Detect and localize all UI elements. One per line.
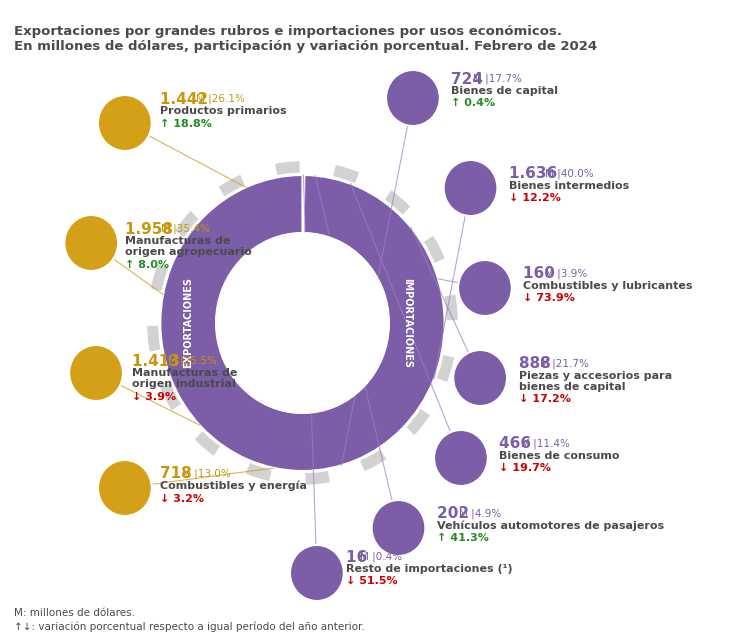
- Wedge shape: [385, 190, 410, 215]
- Wedge shape: [347, 196, 434, 290]
- Text: M |3.9%: M |3.9%: [545, 269, 587, 279]
- Circle shape: [372, 500, 426, 556]
- Wedge shape: [174, 210, 199, 237]
- Text: 888: 888: [518, 356, 556, 372]
- Circle shape: [216, 233, 389, 413]
- Text: ↑ 8.0%: ↑ 8.0%: [125, 260, 169, 270]
- Text: Manufacturas de: Manufacturas de: [131, 368, 237, 378]
- Text: M |21.7%: M |21.7%: [540, 359, 589, 369]
- Wedge shape: [437, 355, 455, 383]
- Text: 202: 202: [437, 507, 474, 521]
- Text: ↓ 17.2%: ↓ 17.2%: [518, 394, 570, 404]
- Text: Exportaciones por grandes rubros e importaciones por usos económicos.: Exportaciones por grandes rubros e impor…: [15, 25, 562, 38]
- Wedge shape: [349, 289, 445, 448]
- Circle shape: [434, 430, 488, 486]
- Text: M |11.4%: M |11.4%: [521, 439, 570, 449]
- Text: M |40.0%: M |40.0%: [545, 168, 593, 179]
- Text: ↓ 12.2%: ↓ 12.2%: [509, 193, 561, 203]
- Text: 1.636: 1.636: [509, 167, 562, 181]
- Wedge shape: [170, 356, 267, 458]
- Wedge shape: [423, 235, 445, 263]
- Text: ↓ 51.5%: ↓ 51.5%: [346, 576, 397, 586]
- Text: EXPORTACIONES: EXPORTACIONES: [183, 278, 193, 368]
- Text: 466: 466: [499, 437, 537, 451]
- Wedge shape: [304, 175, 324, 234]
- Text: Piezas y accesorios para: Piezas y accesorios para: [518, 371, 672, 381]
- Text: Vehículos automotores de pasajeros: Vehículos automotores de pasajeros: [437, 521, 664, 531]
- Wedge shape: [304, 400, 376, 471]
- Circle shape: [64, 215, 118, 271]
- Text: 718: 718: [161, 467, 197, 482]
- Text: ↑ 0.4%: ↑ 0.4%: [451, 98, 496, 108]
- Wedge shape: [274, 161, 300, 176]
- Text: En millones de dólares, participación y variación porcentual. Febrero de 2024: En millones de dólares, participación y …: [15, 40, 598, 53]
- Text: 1.442: 1.442: [161, 91, 214, 107]
- Text: 16: 16: [346, 550, 372, 565]
- Text: 724: 724: [451, 71, 488, 87]
- Text: ↑ 18.8%: ↑ 18.8%: [161, 119, 212, 129]
- Text: Productos primarios: Productos primarios: [161, 106, 287, 116]
- Circle shape: [458, 260, 512, 316]
- Circle shape: [386, 70, 439, 126]
- Text: ↓ 3.2%: ↓ 3.2%: [161, 494, 204, 504]
- Text: Bienes intermedios: Bienes intermedios: [509, 181, 629, 191]
- Text: M |25.5%: M |25.5%: [168, 356, 216, 367]
- Text: M |26.1%: M |26.1%: [196, 94, 245, 104]
- Wedge shape: [318, 177, 372, 244]
- Text: M |17.7%: M |17.7%: [473, 74, 522, 84]
- Text: M |0.4%: M |0.4%: [360, 552, 402, 562]
- Wedge shape: [305, 471, 330, 485]
- Wedge shape: [161, 224, 239, 374]
- Wedge shape: [161, 175, 445, 471]
- Wedge shape: [384, 272, 440, 300]
- Text: IMPORTACIONES: IMPORTACIONES: [402, 278, 412, 368]
- Text: 1.958: 1.958: [125, 221, 178, 237]
- Circle shape: [98, 460, 152, 516]
- Wedge shape: [200, 175, 301, 261]
- Wedge shape: [445, 294, 458, 320]
- Wedge shape: [194, 431, 220, 456]
- Text: ↓ 3.9%: ↓ 3.9%: [131, 392, 176, 402]
- Wedge shape: [147, 325, 161, 352]
- Text: ↑↓: variación porcentual respecto a igual período del año anterior.: ↑↓: variación porcentual respecto a igua…: [15, 622, 365, 632]
- Text: Combustibles y lubricantes: Combustibles y lubricantes: [523, 281, 693, 291]
- Text: Manufacturas de: Manufacturas de: [125, 236, 230, 246]
- Circle shape: [444, 160, 497, 216]
- Text: Bienes de consumo: Bienes de consumo: [499, 451, 620, 461]
- Wedge shape: [150, 264, 169, 291]
- Wedge shape: [360, 449, 387, 471]
- Wedge shape: [247, 406, 301, 471]
- Circle shape: [69, 345, 123, 401]
- Wedge shape: [406, 408, 430, 435]
- Text: M |35.4%: M |35.4%: [161, 224, 210, 234]
- Text: bienes de capital: bienes de capital: [518, 382, 625, 392]
- Text: M |13.0%: M |13.0%: [182, 469, 231, 479]
- Text: ↓ 19.7%: ↓ 19.7%: [499, 463, 551, 473]
- Text: 160: 160: [523, 266, 561, 282]
- Text: origen industrial: origen industrial: [131, 379, 235, 389]
- Text: Resto de importaciones (¹): Resto de importaciones (¹): [346, 564, 512, 574]
- Wedge shape: [333, 165, 359, 183]
- Circle shape: [453, 350, 507, 406]
- Circle shape: [98, 95, 152, 151]
- Text: M |4.9%: M |4.9%: [458, 509, 501, 520]
- Text: 1.413: 1.413: [131, 354, 185, 368]
- Wedge shape: [245, 462, 272, 482]
- Text: ↑ 41.3%: ↑ 41.3%: [437, 533, 489, 543]
- Circle shape: [290, 545, 344, 601]
- Text: ↓ 73.9%: ↓ 73.9%: [523, 293, 575, 303]
- Text: origen agropecuario: origen agropecuario: [125, 247, 252, 257]
- Wedge shape: [218, 174, 245, 197]
- Text: Combustibles y energía: Combustibles y energía: [161, 481, 307, 491]
- Text: Bienes de capital: Bienes de capital: [451, 86, 558, 96]
- Wedge shape: [160, 383, 181, 411]
- Text: M: millones de dólares.: M: millones de dólares.: [15, 608, 135, 618]
